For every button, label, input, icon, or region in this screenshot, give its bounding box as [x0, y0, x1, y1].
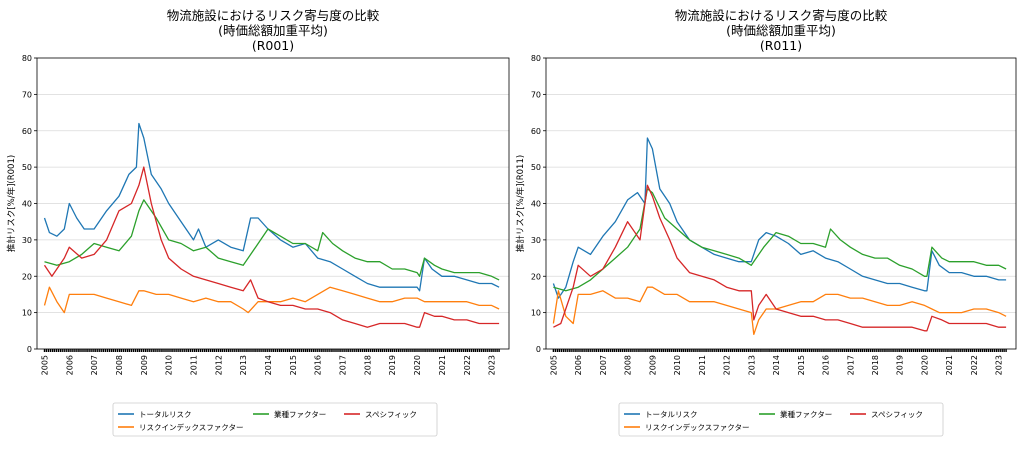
x-tick-label: 2011	[698, 355, 707, 375]
legend-label-total: トータルリスク	[645, 410, 698, 419]
x-minor-tick-band	[552, 349, 1007, 352]
y-tick-label: 70	[22, 90, 32, 99]
x-tick-label: 2015	[289, 355, 298, 375]
x-tick-label: 2023	[995, 355, 1004, 375]
x-tick-label: 2022	[463, 355, 472, 375]
x-tick-label: 2020	[413, 355, 422, 375]
x-tick-label: 2006	[574, 355, 583, 375]
legend-label-specific: スペシフィック	[365, 410, 417, 419]
x-tick-label: 2005	[549, 355, 558, 375]
x-tick-label: 2017	[339, 355, 348, 375]
y-tick-label: 80	[531, 54, 541, 63]
y-tick-label: 70	[531, 90, 541, 99]
x-tick-label: 2008	[624, 355, 633, 375]
y-tick-label: 40	[531, 200, 541, 209]
x-tick-label: 2014	[264, 355, 273, 375]
x-tick-label: 2016	[314, 355, 323, 375]
legend-label-specific: スペシフィック	[871, 410, 923, 419]
y-tick-label: 0	[536, 345, 541, 354]
legend-label-total: トータルリスク	[139, 410, 192, 419]
x-tick-label: 2006	[65, 355, 74, 375]
chart-1: 物流施設におけるリスク寄与度の比較(時価総額加重平均)(R001) 0 10 20 30…	[6, 8, 510, 437]
x-tick-label: 2015	[797, 355, 806, 375]
x-tick-label: 2010	[165, 355, 174, 375]
legend-label-industry: 業種ファクター	[274, 409, 326, 419]
legend-box	[618, 402, 944, 437]
x-tick-label: 2013	[747, 355, 756, 375]
series-line-index	[43, 286, 500, 314]
y-tick-label: 80	[22, 54, 32, 63]
series-line-industry	[553, 188, 1007, 292]
chart-title-line: 物流施設におけるリスク寄与度の比較	[167, 8, 380, 23]
x-tick-label: 2007	[90, 355, 99, 375]
chart-title-line: (R001)	[252, 38, 294, 53]
x-tick-label: 2012	[214, 355, 223, 375]
x-tick-label: 2012	[723, 355, 732, 375]
x-tick-label: 2007	[599, 355, 608, 375]
y-tick-label: 40	[22, 200, 32, 209]
series-line-specific	[553, 184, 1007, 332]
x-tick-label: 2008	[115, 355, 124, 375]
chart-title-line: 物流施設におけるリスク寄与度の比較	[675, 8, 888, 23]
legend-label-index: リスクインデックスファクター	[645, 422, 749, 432]
series-line-specific	[43, 166, 500, 328]
y-tick-label: 30	[22, 236, 32, 245]
legend-box	[112, 402, 438, 437]
y-axis-label: 推計リスク[%/年](R011)	[515, 155, 526, 252]
chart-title-line: (R011)	[760, 38, 802, 53]
series-line-index	[552, 286, 1007, 336]
y-tick-label: 0	[27, 345, 32, 354]
y-tick-label: 20	[531, 272, 541, 281]
x-tick-label: 2018	[871, 355, 880, 375]
x-minor-tick-band	[43, 349, 500, 352]
legend-label-industry: 業種ファクター	[780, 409, 832, 419]
x-tick-label: 2009	[648, 355, 657, 375]
x-tick-label: 2021	[438, 355, 447, 375]
x-tick-label: 2013	[239, 355, 248, 375]
x-tick-label: 2022	[970, 355, 979, 375]
y-tick-label: 60	[22, 127, 32, 136]
y-tick-label: 30	[531, 236, 541, 245]
x-tick-label: 2018	[363, 355, 372, 375]
y-tick-label: 60	[531, 127, 541, 136]
x-tick-label: 2011	[190, 355, 199, 375]
y-tick-label: 10	[22, 309, 32, 318]
x-tick-label: 2023	[488, 355, 497, 375]
legend-label-index: リスクインデックスファクター	[139, 422, 243, 432]
x-tick-label: 2021	[945, 355, 954, 375]
chart-title-line: (時価総額加重平均)	[218, 23, 328, 38]
series-line-total	[552, 137, 1007, 299]
y-tick-label: 50	[22, 163, 32, 172]
y-tick-label: 20	[22, 272, 32, 281]
x-tick-label: 2009	[140, 355, 149, 375]
x-tick-label: 2010	[673, 355, 682, 375]
series-line-total	[43, 122, 500, 292]
y-tick-label: 10	[531, 309, 541, 318]
chart-title-line: (時価総額加重平均)	[726, 23, 836, 38]
x-tick-label: 2016	[822, 355, 831, 375]
series-line-industry	[44, 199, 500, 281]
x-tick-label: 2005	[40, 355, 49, 375]
y-tick-label: 50	[531, 163, 541, 172]
x-tick-label: 2019	[388, 355, 397, 375]
x-tick-label: 2017	[846, 355, 855, 375]
x-tick-label: 2014	[772, 355, 781, 375]
y-axis-label: 推計リスク[%/年](R001)	[6, 155, 17, 252]
x-tick-label: 2019	[896, 355, 905, 375]
x-tick-label: 2020	[920, 355, 929, 375]
chart-2: 物流施設におけるリスク寄与度の比較(時価総額加重平均)(R011) 0 10 20 30…	[515, 8, 1017, 437]
